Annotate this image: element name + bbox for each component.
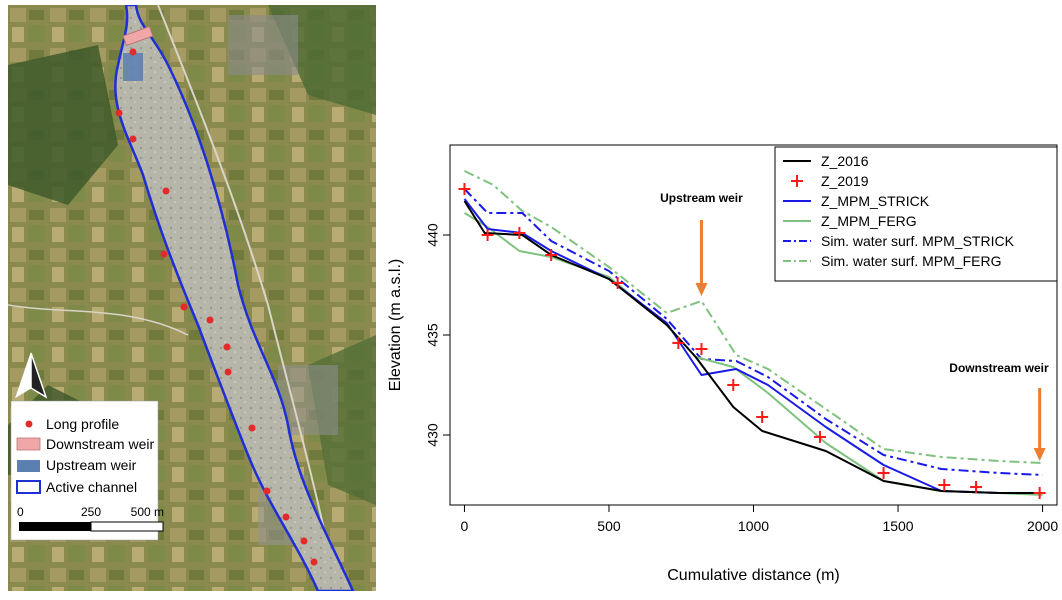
long-profile-point [129,48,137,56]
y-axis-label: Elevation (m a.s.l.) [387,259,404,391]
z-2019-point [970,481,983,493]
long-profile-point [180,303,188,311]
y-tick-label: 435 [425,323,441,347]
z-2019-point [545,249,558,261]
active-channel [114,3,355,593]
elevation-chart-panel: 0 500 1000 1500 2000 430 435 440 Cumulative dist… [380,130,1062,595]
long-profile-point [248,424,256,432]
legend-entry: Z_MPM_STRICK [821,193,930,209]
z-2019-point [756,411,769,423]
legend-label: Downstream weir [46,436,154,452]
long-profile-point [129,135,137,143]
long-profile-point [206,316,214,324]
village-area [228,15,298,75]
long-profile-point [263,487,271,495]
z-2019-point [611,277,624,289]
z-2019-point [458,183,471,195]
long-profile-point [160,250,168,258]
upstream-weir [123,53,143,81]
series-line-sim-water-surf-mpm-ferg [464,170,1043,464]
map-panel: Long profile Downstream weir Upstream we… [7,3,376,593]
legend-entry: Sim. water surf. MPM_STRICK [821,233,1015,249]
scale-label: 250 [81,505,101,519]
x-tick-label: 0 [461,518,469,534]
long-profile-point [223,343,231,351]
road [7,304,189,336]
long-profile-point [282,513,290,521]
z-2019-point [481,229,494,241]
z-2019-point [513,227,526,239]
map-legend: Long profile Downstream weir Upstream we… [10,400,164,541]
legend-entry: Sim. water surf. MPM_FERG [821,253,1001,269]
legend-outline-swatch [16,480,41,494]
forest-patch [8,45,118,205]
z-2019-point [938,479,951,491]
x-tick-label: 500 [597,518,621,534]
legend-label: Long profile [46,416,119,432]
long-profile-point [310,558,318,566]
scale-bar-white [90,521,164,532]
downstream-weir [122,25,154,47]
legend-marker [791,175,803,187]
series-line-z-mpm-strick [463,198,1043,494]
z-2019-point [813,431,826,443]
aerial-map: Long profile Downstream weir Upstream we… [7,3,376,593]
elevation-chart: 0 500 1000 1500 2000 430 435 440 Cumulative dist… [387,144,1058,584]
annotation-downstream-weir: Downstream weir [949,361,1049,375]
y-tick-label: 440 [425,223,441,247]
legend-entry: Z_2016 [821,153,869,169]
y-tick-label: 430 [425,423,441,447]
scale-label: 500 m [131,505,164,519]
legend-entry: Z_2019 [821,173,869,189]
long-profile-point [300,537,308,545]
long-profile-point [162,187,170,195]
legend-blue-swatch [17,460,40,472]
scale-label: 0 [17,505,24,519]
x-axis-label: Cumulative distance (m) [667,567,840,584]
z-2019-point [672,337,685,349]
long-profile-point [224,368,232,376]
z-2019-point [877,467,890,479]
legend-pink-swatch [16,437,41,451]
annotation-arrow-head [695,283,708,296]
z-2019-point [1033,487,1046,499]
series-line-z-2016 [463,200,1043,494]
road [157,4,339,592]
legend-label: Upstream weir [46,457,137,473]
north-arrow-icon [15,352,48,399]
long-profile-points [115,48,318,566]
x-tick-label: 1000 [738,518,769,534]
annotation-arrow-head [1033,448,1046,461]
z-2019-point [695,343,708,355]
x-tick-label: 2000 [1027,518,1058,534]
annotation-upstream-weir: Upstream weir [660,191,743,205]
chart-legend-box [774,146,1058,282]
long-profile-point [115,109,123,117]
z-2019-point [727,379,740,391]
scale-bar-black [19,522,91,531]
legend-entry: Z_MPM_FERG [821,213,917,229]
legend-label: Active channel [46,479,137,495]
series-line-sim-water-surf-mpm-strick [463,188,1043,476]
legend-dot-icon [25,420,33,428]
x-tick-label: 1500 [882,518,913,534]
